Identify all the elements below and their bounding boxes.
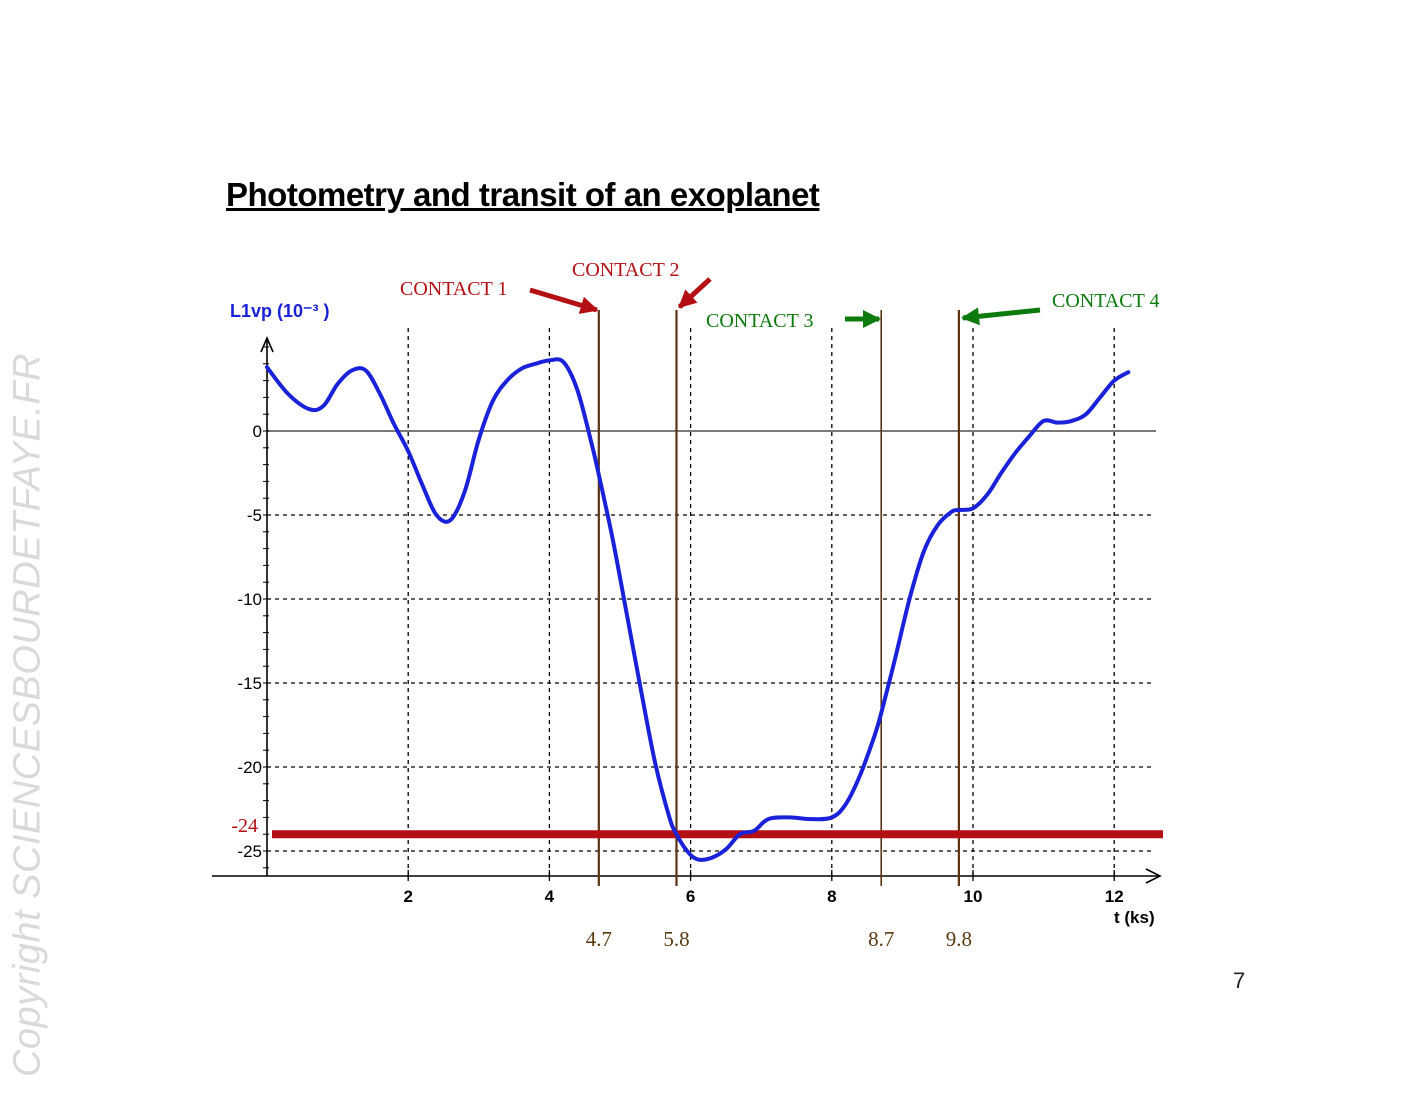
y-tick-label: -20 <box>237 758 262 777</box>
contact-label: CONTACT 2 <box>572 259 679 281</box>
slide-title: Photometry and transit of an exoplanet <box>226 176 820 213</box>
contact-label: CONTACT 1 <box>400 278 507 300</box>
x-axis-arrow <box>1145 868 1162 884</box>
axes <box>212 335 1162 884</box>
x-tick-label: 4 <box>545 887 555 906</box>
threshold-layer: -24 <box>231 815 1163 839</box>
grid-lines <box>267 328 1156 876</box>
contact-markers: 4.7 CONTACT 1 5.8 CONTACT 2 8.7 CONTACT 3 9.8 C… <box>400 259 1159 951</box>
x-tick-label: 10 <box>964 887 983 906</box>
x-tick-label: 6 <box>686 887 695 906</box>
contact-label: CONTACT 4 <box>1052 290 1159 312</box>
contact-arrow <box>677 277 712 309</box>
x-tick-label: 12 <box>1105 887 1124 906</box>
page-number: 7 <box>1233 968 1246 993</box>
y-axis-label: L1vp (10⁻³ ) <box>230 301 330 321</box>
contact-time-label: 8.7 <box>868 927 894 951</box>
x-tick-label: 2 <box>403 887 412 906</box>
contact-label: CONTACT 3 <box>706 310 813 332</box>
contact-time-label: 5.8 <box>663 927 689 951</box>
x-tick-label: 8 <box>827 887 836 906</box>
tick-labels: 2 4 6 8 10 12 0 -5 -10 -15 -20 -25 <box>237 422 1123 906</box>
contact-arrow <box>529 287 599 314</box>
curve-layer <box>265 357 1131 862</box>
contact-arrow <box>961 307 1041 326</box>
contact-time-label: 4.7 <box>586 927 612 951</box>
y-tick-label: 0 <box>253 422 262 441</box>
x-axis-label: t (ks) <box>1114 908 1155 927</box>
y-tick-label: -10 <box>237 590 262 609</box>
y-tick-label: -5 <box>247 506 262 525</box>
y-tick-label: -25 <box>237 842 262 861</box>
contact-time-label: 9.8 <box>946 927 972 951</box>
axis-labels: L1vp (10⁻³ ) t (ks) <box>230 301 1155 927</box>
light-curve-line <box>265 357 1131 862</box>
y-tick-label: -15 <box>237 674 262 693</box>
y-axis-arrow <box>260 335 274 353</box>
threshold-label: -24 <box>231 815 258 837</box>
